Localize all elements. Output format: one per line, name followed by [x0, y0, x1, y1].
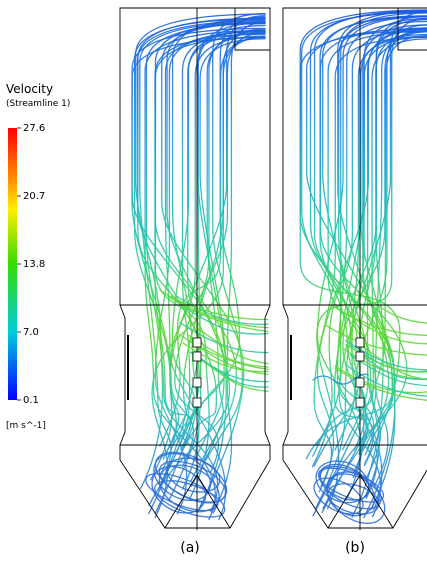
baffle [356, 378, 364, 387]
tick-label: 20.7 [23, 191, 45, 202]
legend-subtitle: (Streamline 1) [6, 99, 70, 109]
legend-title: Velocity [6, 82, 53, 96]
streamline [320, 28, 427, 488]
baffle [356, 398, 364, 407]
tick-label: 27.6 [23, 123, 45, 134]
panel-b [283, 8, 427, 534]
color-bar-ticks: 27.6 20.7 13.8 7.0 0.1 [17, 123, 45, 406]
panel-label: (b) [345, 540, 365, 556]
baffle [356, 338, 364, 347]
streamline [307, 29, 427, 450]
panel-a [120, 8, 270, 530]
streamline [140, 22, 265, 490]
baffle [193, 352, 201, 361]
figure: Velocity (Streamline 1) 27.6 20.7 13.8 7.0 0… [0, 0, 427, 561]
panel-label: (a) [180, 540, 200, 556]
baffle [356, 352, 364, 361]
streamline [192, 14, 265, 487]
color-bar [8, 128, 17, 400]
streamline [173, 19, 265, 490]
baffle [193, 398, 201, 407]
page: {"legend":{"title":"Velocity","subtitle"… [0, 0, 427, 561]
tick-label: 7.0 [23, 327, 39, 338]
tick-label: 13.8 [23, 259, 45, 270]
baffle [193, 378, 201, 387]
baffle [193, 338, 201, 347]
tick-label: 0.1 [23, 395, 39, 406]
streamline [138, 18, 265, 513]
legend-units: [m s^-1] [6, 421, 46, 431]
